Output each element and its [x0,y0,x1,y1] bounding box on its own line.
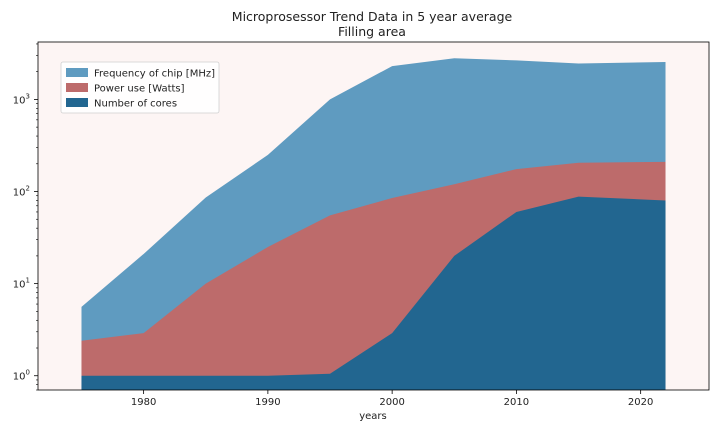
x-tick-label: 2010 [504,397,529,408]
legend-box [60,61,220,114]
x-axis-label: years [359,411,387,422]
plot-frame [37,41,710,391]
legend: Frequency of chip [MHz] Power use [Watts]… [60,61,220,114]
x-tick-label: 1990 [255,397,280,408]
legend-label-frequency-of-chip-mhz: Frequency of chip [MHz] [94,69,215,80]
x-tick-label: 1980 [131,397,156,408]
legend-swatch-frequency-of-chip-mhz [66,68,88,77]
chart-title: Microprosessor Trend Data in 5 year aver… [232,9,513,24]
y-tick-label: 102 [13,185,30,199]
legend-label-power-use-watts: Power use [Watts] [94,84,185,95]
y-tick-label: 101 [13,277,30,291]
y-tick-label: 103 [13,92,30,106]
legend-swatch-number-of-cores [66,98,88,107]
chart-subtitle: Filling area [338,24,406,39]
y-tick-label: 100 [13,369,30,383]
y-axis: 100 101 102 103 [13,43,38,391]
area-number-of-cores [81,196,666,390]
x-axis: 1980 1990 2000 2010 2020 [131,390,653,408]
legend-swatch-power-use-watts [66,83,88,92]
area-series-group [81,58,666,390]
legend-label-number-of-cores: Number of cores [94,99,177,110]
x-tick-label: 2000 [379,397,404,408]
x-tick-label: 2020 [628,397,653,408]
